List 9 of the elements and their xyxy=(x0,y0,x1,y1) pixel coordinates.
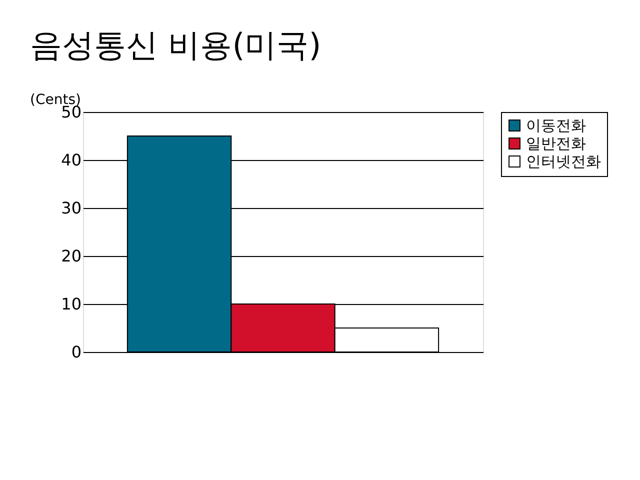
legend-label: 일반전화 xyxy=(526,134,586,152)
y-tick-label: 20 xyxy=(61,246,82,266)
y-tick-label: 0 xyxy=(71,342,82,362)
y-tick-label: 10 xyxy=(61,294,82,314)
legend-label: 이동전화 xyxy=(526,116,586,134)
chart-title: 음성통신 비용(미국) xyxy=(30,26,322,64)
legend-label: 인터넷전화 xyxy=(526,152,601,170)
y-tick-label: 30 xyxy=(61,198,82,218)
y-tick-label: 40 xyxy=(61,150,82,170)
